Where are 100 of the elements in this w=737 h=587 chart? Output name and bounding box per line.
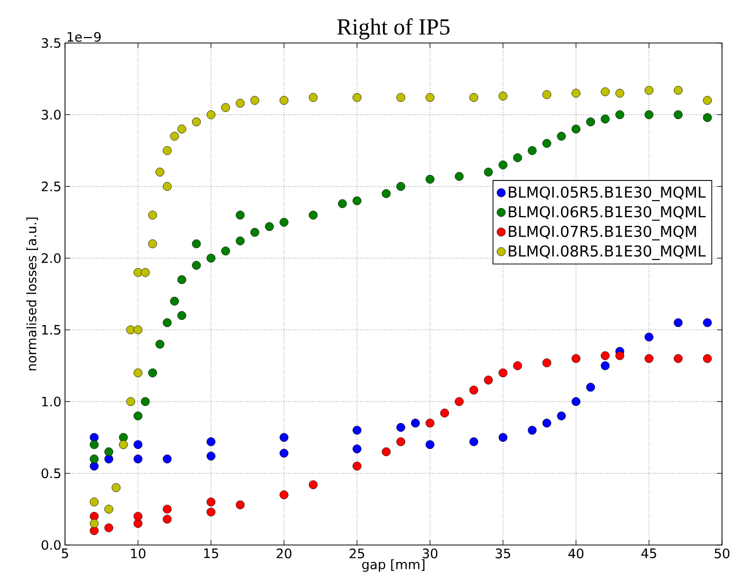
point <box>90 512 99 521</box>
point <box>162 514 172 524</box>
point <box>308 480 318 490</box>
point <box>156 168 164 176</box>
point <box>221 103 230 112</box>
point <box>280 96 288 105</box>
point <box>440 408 449 418</box>
point <box>177 311 186 320</box>
point <box>542 90 552 100</box>
point <box>338 199 347 208</box>
point <box>192 239 201 248</box>
point <box>250 96 260 105</box>
point <box>104 504 114 514</box>
point <box>469 386 478 394</box>
point <box>586 117 595 126</box>
x-tick-label: 10 <box>131 548 146 558</box>
point <box>90 519 99 528</box>
point <box>557 132 566 141</box>
point <box>572 124 580 134</box>
point <box>426 418 434 428</box>
point <box>498 160 508 170</box>
point <box>542 139 552 148</box>
point <box>162 504 172 514</box>
point <box>572 354 580 363</box>
y-tick-label: 2.5 <box>42 182 60 192</box>
point <box>703 354 712 363</box>
point <box>162 318 172 328</box>
point <box>90 526 99 536</box>
point <box>236 98 245 108</box>
point <box>703 96 712 105</box>
point <box>382 189 391 198</box>
point <box>352 462 362 471</box>
point <box>352 93 362 102</box>
point <box>469 437 478 446</box>
point <box>396 422 406 432</box>
point <box>134 519 142 528</box>
point <box>134 368 142 378</box>
point <box>134 412 142 420</box>
y-tick-label: 2.0 <box>42 253 61 264</box>
point <box>308 93 318 102</box>
point <box>615 110 624 120</box>
point <box>528 426 537 435</box>
point <box>644 332 654 342</box>
text: 1e−9 <box>68 32 101 42</box>
point <box>90 433 99 442</box>
point <box>126 397 136 406</box>
point <box>119 440 128 449</box>
point <box>615 88 624 98</box>
point <box>134 512 142 521</box>
point <box>513 361 522 370</box>
point <box>140 268 150 277</box>
point <box>148 210 157 220</box>
legend-label: BLMQI.05R5.B1E30_MQML <box>508 186 706 202</box>
point <box>236 500 245 510</box>
point <box>236 210 245 220</box>
point <box>280 490 288 500</box>
point <box>148 239 157 248</box>
point <box>644 86 654 95</box>
point <box>162 182 172 191</box>
point <box>236 236 245 246</box>
point <box>644 110 654 120</box>
point <box>192 117 201 126</box>
y-tick-label: 3.5 <box>42 38 60 48</box>
point <box>90 462 99 471</box>
point <box>104 523 114 532</box>
point <box>469 93 478 102</box>
point <box>426 440 434 449</box>
point <box>513 153 522 162</box>
point <box>674 318 683 328</box>
x-tick-label: 40 <box>568 548 584 558</box>
point <box>265 222 274 231</box>
point <box>90 454 99 464</box>
point <box>170 296 179 306</box>
point <box>674 354 683 363</box>
point <box>411 418 420 428</box>
point <box>600 361 610 370</box>
x-tick-label: 45 <box>641 548 656 558</box>
point <box>352 426 362 435</box>
point <box>170 132 179 141</box>
point <box>572 88 580 98</box>
point <box>586 382 595 392</box>
x-tick-label: 20 <box>276 548 292 558</box>
point <box>644 354 654 363</box>
point <box>104 447 114 456</box>
point <box>162 454 172 464</box>
point <box>156 340 164 349</box>
point <box>542 418 552 428</box>
point <box>280 433 288 442</box>
point <box>426 174 434 184</box>
point <box>674 110 683 120</box>
point <box>352 444 362 454</box>
point <box>119 433 128 442</box>
point <box>134 454 142 464</box>
point <box>498 92 508 100</box>
point <box>674 86 683 95</box>
x-tick-label: 35 <box>496 548 510 558</box>
point <box>206 452 216 460</box>
point <box>396 93 406 102</box>
point <box>126 325 136 334</box>
point <box>134 440 142 449</box>
